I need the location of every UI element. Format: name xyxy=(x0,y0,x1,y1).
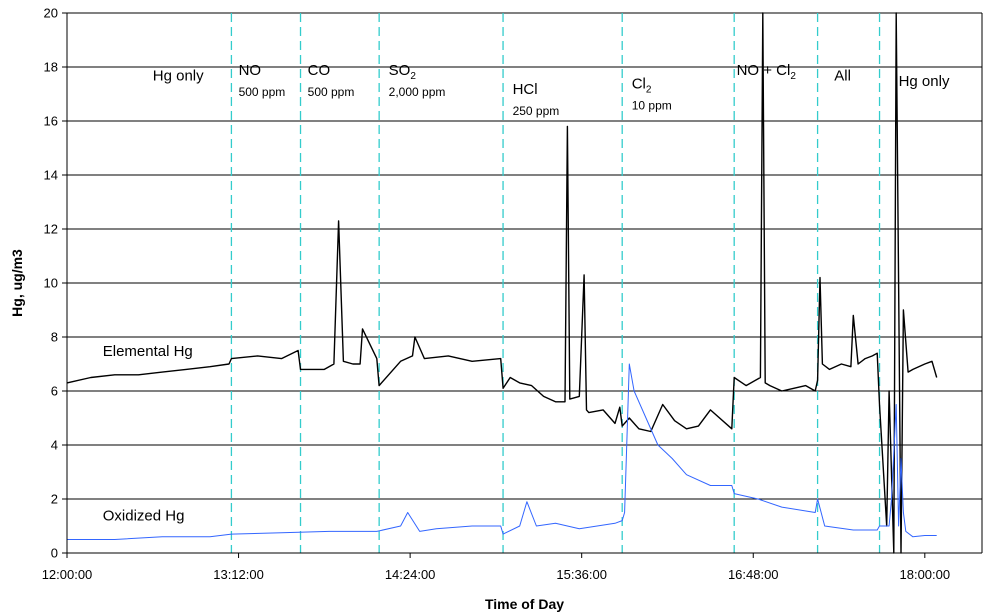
phase-label: HCl xyxy=(513,81,538,98)
y-tick-label: 18 xyxy=(44,60,58,75)
horizontal-gridlines xyxy=(67,12,982,554)
phase-concentration-label: 250 ppm xyxy=(513,104,560,118)
phase-label: NO + Cl2 xyxy=(737,62,797,82)
elemental-hg-line xyxy=(66,12,938,554)
series-label: Elemental Hg xyxy=(103,343,193,360)
y-tick-label: 10 xyxy=(44,276,58,291)
x-tick-label: 15:36:00 xyxy=(556,567,607,582)
y-tick-label: 2 xyxy=(51,492,58,507)
y-tick-label: 4 xyxy=(51,438,58,453)
y-tick-label: 0 xyxy=(51,546,58,561)
phase-label: Hg only xyxy=(153,68,204,85)
y-tick-label: 14 xyxy=(44,168,58,183)
phase-label: Cl2 xyxy=(632,76,652,96)
x-tick-label: 18:00:00 xyxy=(900,567,951,582)
x-tick-label: 12:00:00 xyxy=(42,567,93,582)
x-tick-label: 13:12:00 xyxy=(213,567,264,582)
data-series xyxy=(66,12,938,554)
phase-label: NO xyxy=(239,62,262,79)
phase-label: Hg only xyxy=(899,73,950,90)
phase-label: SO2 xyxy=(389,62,417,82)
y-tick-label: 16 xyxy=(44,114,58,129)
x-axis-title: Time of Day xyxy=(485,596,564,612)
phase-concentration-label: 10 ppm xyxy=(632,99,672,113)
phase-concentration-label: 500 ppm xyxy=(239,85,286,99)
y-tick-label: 20 xyxy=(44,6,58,21)
oxidized-hg-line xyxy=(67,363,937,540)
y-tick-label: 12 xyxy=(44,222,58,237)
phase-concentration-label: 500 ppm xyxy=(308,85,355,99)
phase-concentration-label: 2,000 ppm xyxy=(389,85,446,99)
series-labels: Elemental Hg Oxidized Hg xyxy=(103,343,193,525)
x-tick-label: 16:48:00 xyxy=(728,567,779,582)
x-tick-label: 14:24:00 xyxy=(385,567,436,582)
y-axis-title: Hg, ug/m3 xyxy=(9,249,25,317)
y-tick-label: 8 xyxy=(51,330,58,345)
y-tick-label: 6 xyxy=(51,384,58,399)
series-label: Oxidized Hg xyxy=(103,508,185,525)
phase-label: CO xyxy=(308,62,331,79)
phase-boundary-lines xyxy=(230,13,881,553)
tick-labels: 0 2 4 6 8 10 12 14 16 18 20 12:00:00 13:12:00 14:24:0… xyxy=(42,6,950,583)
phase-label: All xyxy=(834,68,851,85)
phase-labels: Hg only NO 500 ppm CO 500 ppm SO2 2,000 ppm HCl… xyxy=(153,62,950,118)
